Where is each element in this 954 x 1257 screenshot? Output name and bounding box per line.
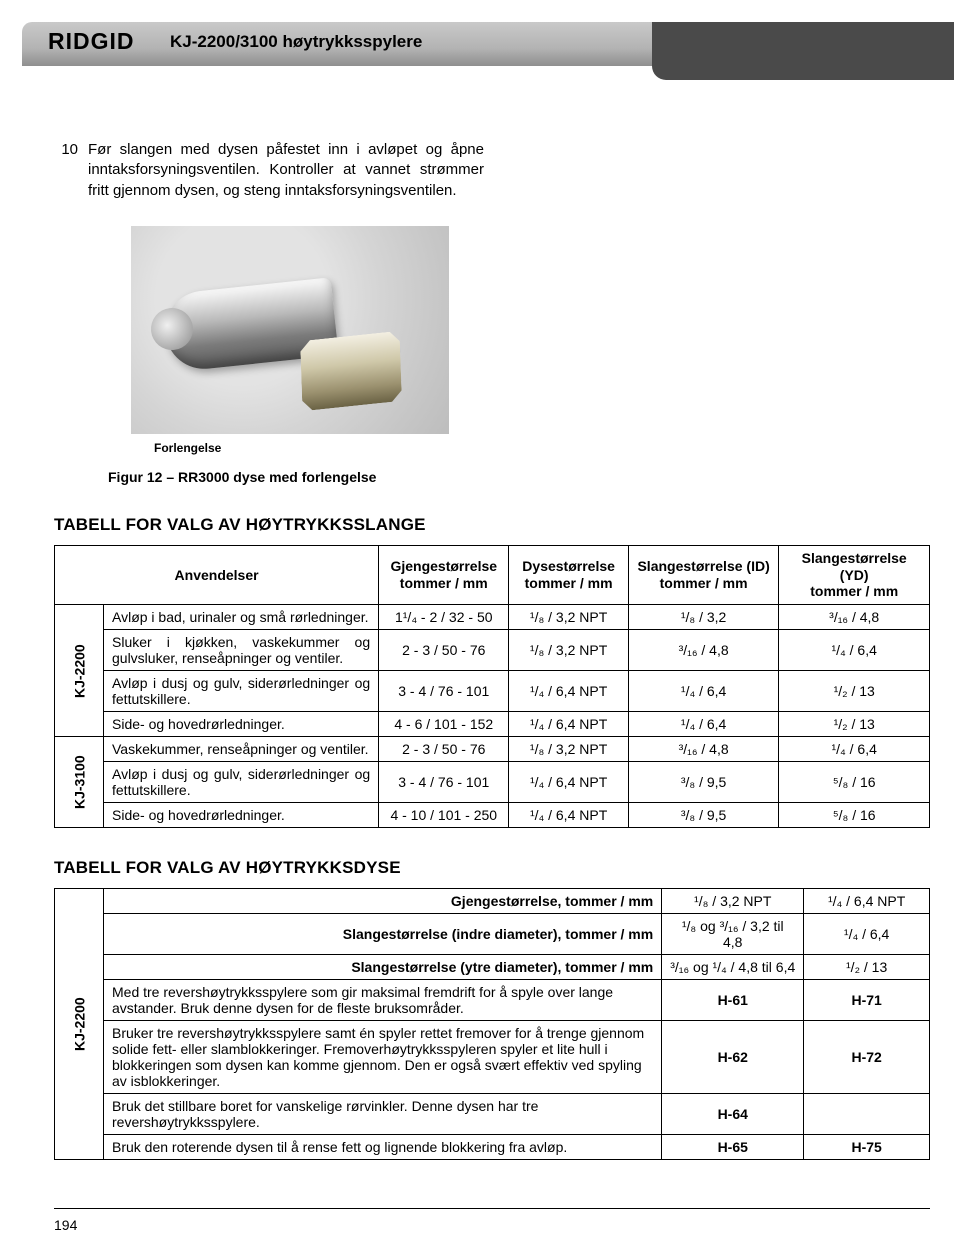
cell-thread: 1¹/₄ - 2 / 32 - 50: [379, 605, 509, 630]
cell-od: ⁵/₈ / 16: [779, 803, 930, 828]
table-row: Avløp i dusj og gulv, siderørledninger o…: [55, 671, 930, 712]
header-bar: RIDGID KJ-2200/3100 høytrykksspylere: [0, 22, 954, 80]
table-header-row: Anvendelser Gjengestørrelse tommer / mm …: [55, 545, 930, 604]
cell-nozzle: ¹/₄ / 6,4 NPT: [509, 762, 628, 803]
cell-nozzle: ¹/₄ / 6,4 NPT: [509, 671, 628, 712]
section-heading-nozzle: TABELL FOR VALG AV HØYTRYKKSDYSE: [54, 858, 954, 878]
cell-app: Sluker i kjøkken, vaskekummer og gulvslu…: [104, 630, 379, 671]
nozzle-code: H-72: [804, 1021, 930, 1094]
cell-app: Side- og hovedrørledninger.: [104, 712, 379, 737]
spec-c1: ¹/₈ og ³/₁₆ / 3,2 til 4,8: [662, 914, 804, 955]
group-label-3100: KJ-3100: [55, 737, 104, 828]
cell-app: Avløp i bad, urinaler og små rørledninge…: [104, 605, 379, 630]
cell-app: Avløp i dusj og gulv, siderørledninger o…: [104, 762, 379, 803]
nozzle-code: H-71: [804, 980, 930, 1021]
figure-12: Forlengelse Figur 12 – RR3000 dyse med f…: [130, 225, 484, 485]
nozzle-code: H-64: [662, 1094, 804, 1135]
col-apps: Anvendelser: [55, 545, 379, 604]
group-label-2200-b: KJ-2200: [55, 889, 104, 1160]
body-column: 10 Før slangen med dysen påfestet inn i …: [54, 140, 484, 485]
cell-od: ³/₁₆ / 4,8: [779, 605, 930, 630]
cell-thread: 4 - 6 / 101 - 152: [379, 712, 509, 737]
nozzle-desc: Med tre revershøytrykksspylere som gir m…: [104, 980, 662, 1021]
cell-thread: 2 - 3 / 50 - 76: [379, 630, 509, 671]
cell-thread: 2 - 3 / 50 - 76: [379, 737, 509, 762]
step-number: 10: [54, 140, 78, 201]
table-row: Bruker tre revershøytrykksspylere samt é…: [55, 1021, 930, 1094]
spec-c1: ¹/₈ / 3,2 NPT: [662, 889, 804, 914]
section-heading-hose: TABELL FOR VALG AV HØYTRYKKSSLANGE: [54, 515, 954, 535]
nozzle-code: H-62: [662, 1021, 804, 1094]
cell-id: ¹/₄ / 6,4: [628, 712, 779, 737]
spec-c2: ¹/₄ / 6,4: [804, 914, 930, 955]
table-row: Bruk det stillbare boret for vanskelige …: [55, 1094, 930, 1135]
table-row: KJ-3100 Vaskekummer, renseåpninger og ve…: [55, 737, 930, 762]
instruction-step: 10 Før slangen med dysen påfestet inn i …: [54, 140, 484, 201]
extension-illustration: [300, 330, 402, 411]
hose-selection-table: Anvendelser Gjengestørrelse tommer / mm …: [54, 545, 930, 828]
cell-thread: 3 - 4 / 76 - 101: [379, 762, 509, 803]
cell-thread: 3 - 4 / 76 - 101: [379, 671, 509, 712]
cell-nozzle: ¹/₄ / 6,4 NPT: [509, 712, 628, 737]
page: RIDGID KJ-2200/3100 høytrykksspylere 10 …: [0, 22, 954, 1257]
cell-od: ¹/₄ / 6,4: [779, 630, 930, 671]
nozzle-code: [804, 1094, 930, 1135]
table-row: Side- og hovedrørledninger. 4 - 6 / 101 …: [55, 712, 930, 737]
cell-app: Vaskekummer, renseåpninger og ventiler.: [104, 737, 379, 762]
col-thread: Gjengestørrelse tommer / mm: [379, 545, 509, 604]
cell-thread: 4 - 10 / 101 - 250: [379, 803, 509, 828]
spec-c1: ³/₁₆ og ¹/₄ / 4,8 til 6,4: [662, 955, 804, 980]
footer-rule: [54, 1208, 930, 1209]
cell-od: ¹/₂ / 13: [779, 712, 930, 737]
figure-image: [130, 225, 450, 435]
spec-label: Slangestørrelse (indre diameter), tommer…: [104, 914, 662, 955]
table-row: Slangestørrelse (indre diameter), tommer…: [55, 914, 930, 955]
step-text: Før slangen med dysen påfestet inn i avl…: [88, 140, 484, 201]
page-number: 194: [54, 1217, 77, 1233]
cell-nozzle: ¹/₄ / 6,4 NPT: [509, 803, 628, 828]
table-row: Slangestørrelse (ytre diameter), tommer …: [55, 955, 930, 980]
cell-id: ¹/₄ / 6,4: [628, 671, 779, 712]
cell-app: Avløp i dusj og gulv, siderørledninger o…: [104, 671, 379, 712]
spec-label: Slangestørrelse (ytre diameter), tommer …: [104, 955, 662, 980]
cell-od: ¹/₂ / 13: [779, 671, 930, 712]
cell-id: ³/₁₆ / 4,8: [628, 630, 779, 671]
nozzle-code: H-61: [662, 980, 804, 1021]
cell-od: ⁵/₈ / 16: [779, 762, 930, 803]
header-dark-tab: [652, 22, 954, 80]
table-row: Bruk den roterende dysen til å rense fet…: [55, 1135, 930, 1160]
nozzle-desc: Bruk det stillbare boret for vanskelige …: [104, 1094, 662, 1135]
figure-callout: Forlengelse: [154, 441, 484, 455]
spec-c2: ¹/₄ / 6,4 NPT: [804, 889, 930, 914]
cell-od: ¹/₄ / 6,4: [779, 737, 930, 762]
cell-nozzle: ¹/₈ / 3,2 NPT: [509, 737, 628, 762]
nozzle-selection-table: KJ-2200 Gjengestørrelse, tommer / mm ¹/₈…: [54, 888, 930, 1160]
table-row: Side- og hovedrørledninger. 4 - 10 / 101…: [55, 803, 930, 828]
brand-logo: RIDGID: [48, 28, 135, 55]
table-row: Sluker i kjøkken, vaskekummer og gulvslu…: [55, 630, 930, 671]
col-hose-id: Slangestørrelse (ID) tommer / mm: [628, 545, 779, 604]
cell-id: ³/₈ / 9,5: [628, 762, 779, 803]
cell-id: ³/₈ / 9,5: [628, 803, 779, 828]
table-row: Med tre revershøytrykksspylere som gir m…: [55, 980, 930, 1021]
document-title: KJ-2200/3100 høytrykksspylere: [170, 32, 422, 52]
table-row: KJ-2200 Avløp i bad, urinaler og små rør…: [55, 605, 930, 630]
cell-app: Side- og hovedrørledninger.: [104, 803, 379, 828]
nozzle-desc: Bruker tre revershøytrykksspylere samt é…: [104, 1021, 662, 1094]
cell-nozzle: ¹/₈ / 3,2 NPT: [509, 605, 628, 630]
nozzle-desc: Bruk den roterende dysen til å rense fet…: [104, 1135, 662, 1160]
nozzle-code: H-75: [804, 1135, 930, 1160]
table-row: Avløp i dusj og gulv, siderørledninger o…: [55, 762, 930, 803]
cell-id: ³/₁₆ / 4,8: [628, 737, 779, 762]
figure-caption: Figur 12 – RR3000 dyse med forlengelse: [108, 469, 484, 485]
group-label-2200: KJ-2200: [55, 605, 104, 737]
col-nozzle: Dysestørrelse tommer / mm: [509, 545, 628, 604]
cell-id: ¹/₈ / 3,2: [628, 605, 779, 630]
table-row: KJ-2200 Gjengestørrelse, tommer / mm ¹/₈…: [55, 889, 930, 914]
col-hose-od: Slangestørrelse (YD) tommer / mm: [779, 545, 930, 604]
spec-label: Gjengestørrelse, tommer / mm: [104, 889, 662, 914]
spec-c2: ¹/₂ / 13: [804, 955, 930, 980]
cell-nozzle: ¹/₈ / 3,2 NPT: [509, 630, 628, 671]
nozzle-code: H-65: [662, 1135, 804, 1160]
